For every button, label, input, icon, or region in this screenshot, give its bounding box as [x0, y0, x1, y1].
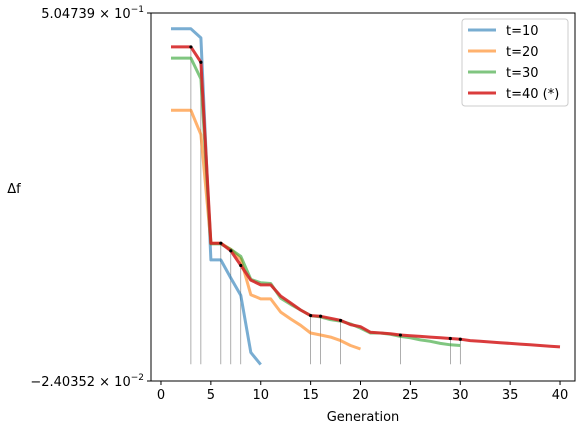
- series-lines: [171, 27, 561, 366]
- marker-dot: [239, 263, 243, 268]
- marker-dot: [219, 241, 223, 245]
- marker-dot: [319, 314, 323, 318]
- marker-dot: [229, 249, 233, 253]
- series-line-t-20: [171, 108, 361, 351]
- series-line-t-10: [171, 27, 262, 366]
- marker-dot: [189, 45, 193, 49]
- legend-label: t=20: [506, 45, 539, 60]
- x-tick-label: 35: [502, 388, 519, 403]
- legend-label: t=40 (*): [506, 87, 559, 102]
- marker-dot: [448, 336, 452, 341]
- x-axis-label: Generation: [327, 410, 400, 425]
- marker-dots: [189, 45, 462, 341]
- x-tick-label: 10: [252, 388, 269, 403]
- legend-label: t=10: [506, 24, 539, 39]
- x-tick-label: 0: [157, 388, 165, 403]
- x-axis-ticks: 0 5 10 15 20 25 30 35 40: [157, 381, 568, 403]
- generation-markers: [190, 46, 461, 365]
- marker-dot: [199, 60, 203, 64]
- marker-dot: [309, 313, 313, 318]
- y-tick-label: −2.40352 × 10−2: [30, 373, 144, 390]
- legend-label: t=30: [506, 66, 539, 81]
- x-tick-label: 25: [402, 388, 419, 403]
- series-line-t-40-: [171, 45, 561, 349]
- marker-dot: [338, 318, 343, 323]
- y-axis-ticks: 5.04739 × 10−1 −2.40352 × 10−2: [30, 5, 151, 390]
- x-tick-label: 30: [452, 388, 469, 403]
- y-axis-label: Δf: [7, 182, 21, 197]
- x-tick-label: 20: [352, 388, 369, 403]
- x-tick-label: 15: [302, 388, 319, 403]
- marker-dot: [458, 337, 462, 341]
- x-tick-label: 40: [552, 388, 569, 403]
- plot-frame: [150, 12, 576, 382]
- marker-dot: [398, 333, 403, 337]
- y-tick-label: 5.04739 × 10−1: [41, 5, 144, 22]
- legend-box: [461, 18, 569, 107]
- x-tick-label: 5: [207, 388, 215, 403]
- legend: t=10 t=20 t=30 t=40 (*): [461, 18, 569, 107]
